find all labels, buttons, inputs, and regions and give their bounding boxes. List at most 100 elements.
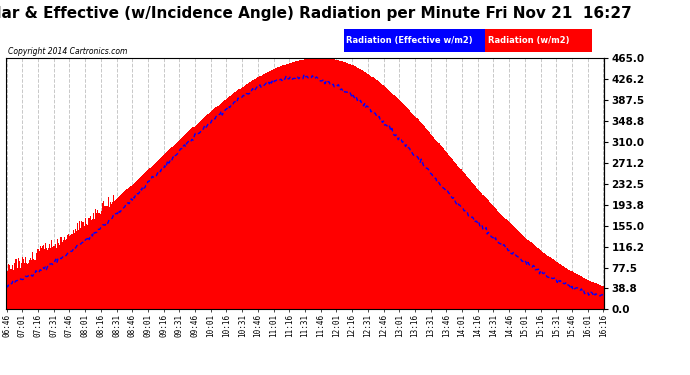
Bar [26,263,27,309]
Bar [52,248,53,309]
Bar [438,143,440,309]
Bar [426,129,427,309]
Text: Copyright 2014 Cartronics.com: Copyright 2014 Cartronics.com [8,47,128,56]
Bar [427,130,428,309]
Bar [219,104,221,309]
Bar [217,106,219,309]
Bar [239,89,241,309]
Bar [440,145,441,309]
Bar [155,163,156,309]
Bar [347,63,348,309]
Bar [120,195,121,309]
Bar [83,226,85,309]
Bar [161,157,162,309]
Bar [126,189,128,309]
Bar [243,87,244,309]
Bar [445,151,446,309]
Bar [393,95,395,309]
Bar [369,75,371,309]
Bar [45,243,46,309]
Bar [235,92,237,309]
Bar [229,96,230,309]
Bar [230,96,231,309]
Bar [333,59,334,309]
Bar [186,133,187,309]
Bar [98,213,99,309]
Bar [380,83,381,309]
Bar [454,162,455,309]
Bar [188,131,189,309]
Bar [11,269,12,309]
Bar [106,206,108,309]
Bar [522,235,523,309]
Bar [136,181,137,309]
Bar [130,186,132,309]
Bar [417,120,419,309]
Bar [385,87,386,309]
Bar [264,74,265,309]
Bar [326,58,328,309]
Bar [178,141,179,309]
Bar [490,203,491,309]
Bar [419,121,420,309]
Bar [573,273,575,309]
Bar [81,221,83,309]
Bar [122,193,124,309]
Bar [165,153,166,309]
Bar [69,236,70,309]
Bar [119,196,120,309]
Bar [512,225,513,309]
Bar [534,245,535,309]
Bar [500,214,502,309]
Bar [272,70,273,309]
Bar [256,78,257,309]
Bar [469,179,470,309]
Bar [562,266,563,309]
Bar [96,213,97,309]
Bar [111,204,112,309]
Bar [300,60,302,309]
Bar [588,280,589,309]
Bar [181,138,182,309]
Bar [9,265,10,309]
Bar [484,197,486,309]
Bar [92,219,93,309]
Bar [564,267,565,309]
Bar [494,207,495,309]
Bar [77,223,78,309]
Bar [296,61,297,309]
Bar [359,69,360,309]
Bar [530,242,531,309]
Bar [516,229,517,309]
Bar [75,229,76,309]
Bar [543,252,544,309]
Bar [513,226,514,309]
Bar [373,78,375,309]
Bar [337,60,338,309]
Bar [27,264,28,309]
Bar [72,234,73,309]
Bar [57,239,59,309]
Bar [262,75,263,309]
Bar [304,60,306,309]
Bar [245,85,246,309]
Bar [286,64,288,309]
Bar [292,62,293,309]
Bar [253,80,254,309]
Bar [506,220,508,309]
Bar [593,282,595,309]
Bar [545,254,546,309]
Bar [157,161,158,309]
Bar [470,180,471,309]
Bar [602,286,603,309]
Bar [228,97,229,309]
Bar [66,239,67,309]
Bar [526,239,527,309]
Bar [384,86,385,309]
Bar [299,60,300,309]
Bar [15,259,17,309]
Bar [76,231,77,309]
Bar [48,248,49,309]
Bar [595,284,597,309]
Bar [352,65,353,309]
